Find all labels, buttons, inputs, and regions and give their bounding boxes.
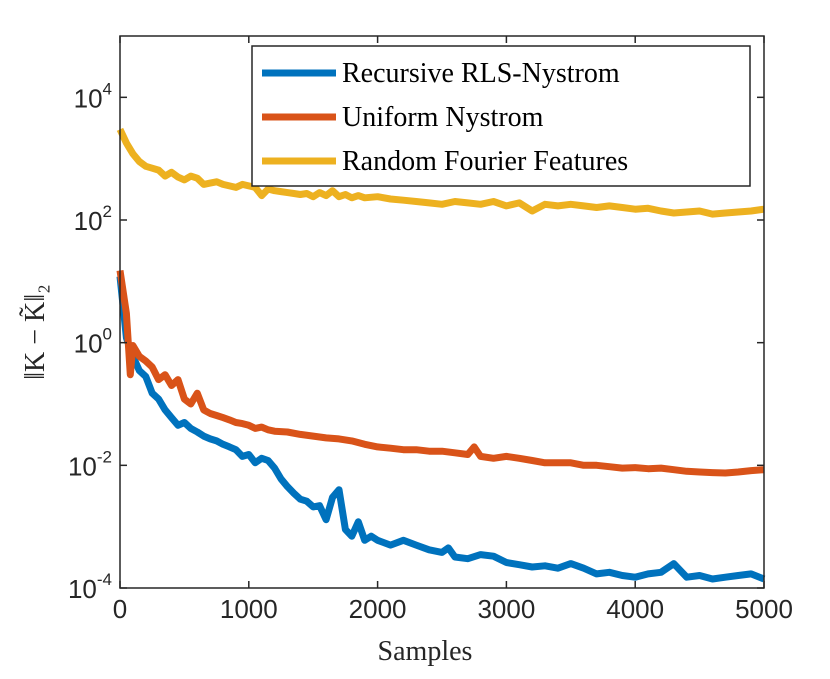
x-tick-label: 5000 bbox=[735, 594, 793, 624]
y-tick-label: 104 bbox=[74, 79, 112, 113]
plot-frame bbox=[119, 35, 765, 589]
x-axis-title: Samples bbox=[378, 636, 473, 667]
series-line-2 bbox=[116, 269, 765, 477]
tick-label-layer: 0 1000 2000 3000 4000 5000 10-4 10-2 100 102 104 bbox=[68, 79, 793, 624]
y-tick-label: 102 bbox=[74, 202, 112, 236]
series-layer bbox=[116, 127, 766, 583]
legend: Recursive RLS-Nystrom Uniform Nystrom Rand… bbox=[251, 45, 751, 187]
x-tick-label: 2000 bbox=[349, 594, 407, 624]
y-tick-label: 10-4 bbox=[68, 570, 112, 604]
tick-layer bbox=[119, 36, 765, 589]
x-tick-label: 0 bbox=[113, 594, 127, 624]
y-tick-label: 10-2 bbox=[68, 447, 112, 481]
legend-items: Recursive RLS-Nystrom Uniform Nystrom Rand… bbox=[262, 58, 628, 177]
series-line-3 bbox=[116, 127, 765, 218]
x-tick-label: 1000 bbox=[220, 594, 278, 624]
y-tick-label: 100 bbox=[74, 325, 112, 359]
x-tick-label: 4000 bbox=[606, 594, 664, 624]
y-axis-title: ‖K − K̃‖₂ bbox=[20, 284, 51, 380]
series-line-1 bbox=[116, 276, 766, 583]
legend-label-1: Recursive RLS-Nystrom bbox=[342, 58, 620, 89]
x-tick-label: 3000 bbox=[477, 594, 535, 624]
legend-label-3: Random Fourier Features bbox=[342, 146, 628, 177]
legend-label-2: Uniform Nystrom bbox=[342, 102, 544, 133]
